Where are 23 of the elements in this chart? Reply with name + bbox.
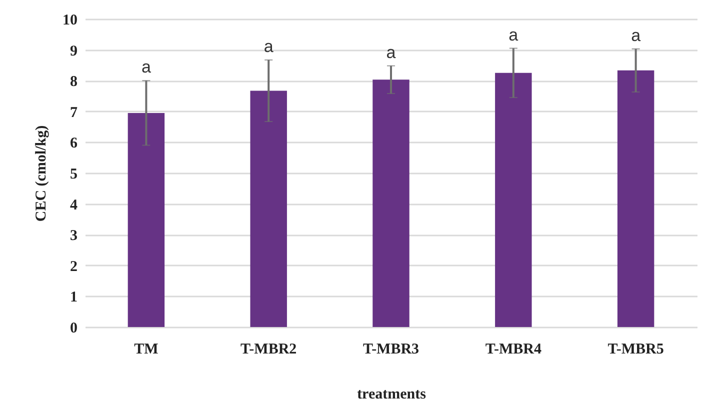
annotation: a [386, 42, 396, 62]
y-tick-label: 0 [70, 320, 78, 336]
y-tick-label: 6 [70, 136, 78, 152]
y-tick-label: 4 [70, 197, 78, 214]
y-tick-label: 1 [70, 290, 78, 306]
annotation: a [631, 26, 642, 45]
y-tick-label: 5 [70, 166, 78, 182]
y-tick-label: 9 [70, 43, 78, 60]
annotation: a [141, 58, 152, 77]
annotation: a [508, 25, 519, 44]
x-axis-title: treatments [357, 386, 426, 402]
y-tick-label: 2 [70, 258, 78, 275]
x-tick-label: T-MBR2 [240, 342, 297, 358]
annotation: a [264, 36, 274, 56]
x-tick-label: T-MBR4 [485, 342, 542, 358]
y-tick-label: 8 [70, 74, 78, 90]
x-tick-label: T-MBR5 [608, 342, 664, 358]
y-tick-label: 7 [70, 104, 78, 121]
y-axis-title: CEC (cmol/kg) [34, 125, 50, 222]
x-tick-label: TM [134, 342, 158, 358]
x-tick-label: T-MBR3 [362, 342, 420, 358]
y-tick-label: 3 [70, 228, 78, 244]
y-tick-label: 10 [62, 12, 78, 28]
